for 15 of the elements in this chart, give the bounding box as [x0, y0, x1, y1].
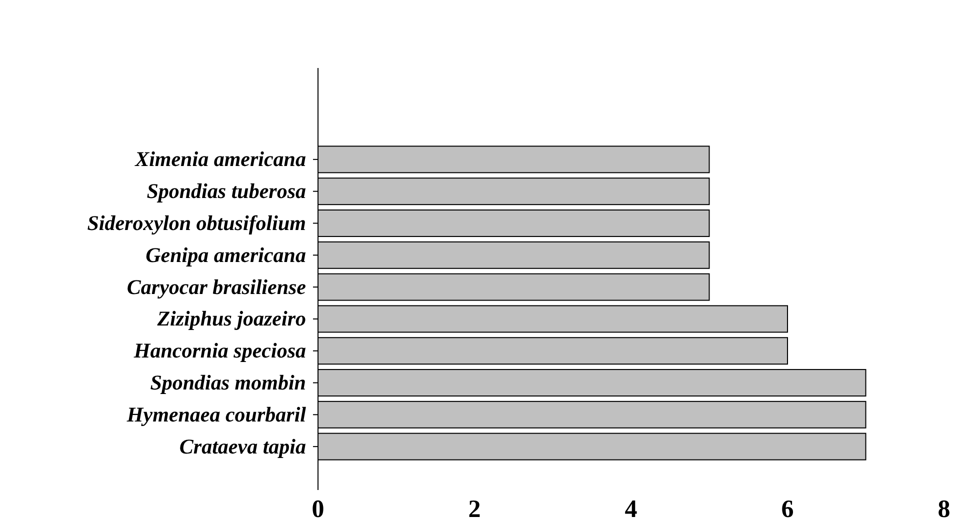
y-tick-label: Genipa americana [146, 242, 306, 267]
y-tick-label: Caryocar brasiliense [126, 274, 306, 299]
x-tick-label: 4 [624, 496, 638, 523]
y-tick-label: Ximenia americana [134, 147, 306, 172]
y-tick-label: Spondias tuberosa [146, 179, 306, 204]
y-tick-label: Spondias mombin [150, 370, 306, 394]
x-tick-label: 2 [468, 496, 481, 523]
x-tick-label: 6 [781, 496, 794, 523]
y-tick-label: Sideroxylon obtusifolium [87, 210, 306, 235]
y-tick-label: Hancornia speciosa [132, 338, 306, 363]
y-tick-label: Crataeva tapia [179, 434, 306, 458]
x-tick-label: 8 [938, 496, 950, 523]
x-tick-label: 0 [312, 496, 324, 523]
y-tick-label: Ziziphus joazeiro [156, 306, 306, 331]
y-tick-label: Hymenaea courbaril [126, 402, 306, 426]
